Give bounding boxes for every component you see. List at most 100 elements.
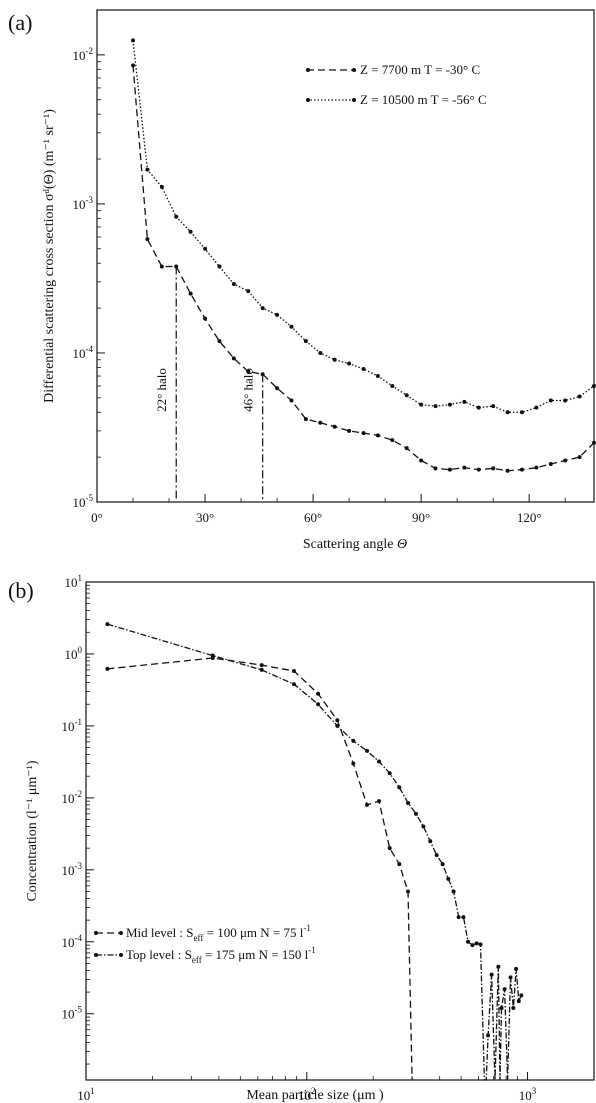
data-point bbox=[210, 653, 215, 658]
series-line bbox=[107, 657, 413, 1081]
data-point bbox=[419, 402, 424, 407]
data-point bbox=[414, 811, 419, 816]
data-point bbox=[534, 465, 539, 470]
data-point bbox=[505, 468, 510, 473]
y-tick-label: 10-3 bbox=[62, 861, 83, 878]
series-line bbox=[132, 40, 595, 413]
legend-marker bbox=[306, 68, 310, 72]
data-point bbox=[335, 718, 340, 723]
y-tick-label: 10-2 bbox=[62, 789, 83, 806]
data-point bbox=[447, 402, 452, 407]
data-point bbox=[577, 394, 582, 399]
y-tick-label: 10-1 bbox=[62, 717, 83, 734]
data-point bbox=[462, 465, 467, 470]
data-point bbox=[496, 964, 501, 969]
y-tick-label: 10-5 bbox=[73, 493, 94, 510]
data-point bbox=[332, 357, 337, 362]
data-point bbox=[397, 862, 402, 867]
data-point bbox=[275, 386, 280, 391]
data-point bbox=[478, 942, 483, 947]
data-point bbox=[592, 384, 596, 389]
data-point bbox=[318, 350, 323, 355]
data-point bbox=[390, 384, 395, 389]
data-point bbox=[447, 467, 452, 472]
series-2 bbox=[105, 622, 524, 1081]
series-2 bbox=[131, 38, 596, 415]
data-point bbox=[332, 424, 337, 429]
x-tick-label: 101 bbox=[77, 1086, 95, 1103]
data-point bbox=[519, 467, 524, 472]
panel-b-y-axis-label: Concentration (l⁻¹ μm⁻¹) bbox=[25, 760, 40, 901]
legend-marker bbox=[306, 98, 310, 102]
data-point bbox=[377, 759, 382, 764]
x-tick-label: 103 bbox=[519, 1086, 537, 1103]
data-point bbox=[428, 839, 433, 844]
panel-b-frame bbox=[85, 581, 595, 1081]
data-point bbox=[474, 941, 479, 946]
data-point bbox=[563, 458, 568, 463]
data-point bbox=[231, 282, 236, 287]
data-point bbox=[316, 702, 321, 707]
y-tick-label: 10-5 bbox=[62, 1005, 83, 1022]
data-point bbox=[592, 440, 596, 445]
data-point bbox=[259, 667, 264, 672]
data-point bbox=[397, 785, 402, 790]
data-point bbox=[421, 824, 426, 829]
data-point bbox=[476, 467, 481, 472]
data-point bbox=[260, 306, 265, 311]
data-point bbox=[491, 466, 496, 471]
legend-marker bbox=[119, 953, 123, 957]
data-point bbox=[534, 405, 539, 410]
data-point bbox=[440, 862, 445, 867]
data-point bbox=[502, 987, 507, 992]
panel-b-x-ticks: 101 102 103 bbox=[77, 1072, 595, 1103]
legend-marker bbox=[119, 931, 123, 935]
data-point bbox=[105, 666, 110, 671]
y-tick-label: 101 bbox=[65, 573, 83, 590]
panel-b-label: (b) bbox=[8, 578, 34, 603]
data-point bbox=[246, 289, 251, 294]
data-point bbox=[466, 939, 471, 944]
data-point bbox=[476, 405, 481, 410]
data-point bbox=[519, 993, 524, 998]
y-tick-label: 100 bbox=[65, 645, 83, 662]
data-point bbox=[519, 410, 524, 415]
x-tick-label: 0° bbox=[91, 510, 103, 525]
data-point bbox=[563, 398, 568, 403]
panel-a-annotations: 22° halo 46° halo bbox=[154, 266, 264, 502]
series-1 bbox=[105, 655, 413, 1081]
panel-a-label: (a) bbox=[8, 10, 32, 35]
data-point bbox=[577, 455, 582, 460]
data-point bbox=[145, 237, 150, 242]
data-point bbox=[174, 214, 179, 219]
data-point bbox=[351, 738, 356, 743]
data-point bbox=[433, 466, 438, 471]
data-point bbox=[470, 943, 475, 948]
data-point bbox=[259, 663, 264, 668]
data-point bbox=[406, 889, 411, 894]
data-point bbox=[203, 316, 208, 321]
data-point bbox=[188, 229, 193, 234]
data-point bbox=[446, 876, 451, 881]
legend-label: Top level : Seff = 175 μm N = 150 l-1 bbox=[126, 945, 316, 965]
y-tick-label: 10-4 bbox=[62, 933, 83, 950]
data-point bbox=[486, 1033, 491, 1038]
data-point bbox=[131, 63, 136, 68]
data-point bbox=[489, 972, 494, 977]
data-point bbox=[514, 966, 519, 971]
panel-b-x-axis-label: Mean particle size (μm ) bbox=[246, 1088, 384, 1103]
panel-a-x-ticks: 0° 30° 60° 90° 120° bbox=[91, 494, 566, 525]
data-point bbox=[316, 691, 321, 696]
panel-a-legend: Z = 7700 m T = -30° C Z = 10500 m T = -56… bbox=[306, 62, 487, 107]
data-point bbox=[365, 748, 370, 753]
data-point bbox=[105, 622, 110, 627]
data-point bbox=[260, 372, 265, 377]
data-point bbox=[404, 446, 409, 451]
data-point bbox=[217, 264, 222, 269]
data-point bbox=[499, 1006, 504, 1011]
data-point bbox=[404, 393, 409, 398]
data-point bbox=[203, 246, 208, 251]
data-point bbox=[246, 369, 251, 374]
halo-label: 22° halo bbox=[154, 368, 169, 412]
